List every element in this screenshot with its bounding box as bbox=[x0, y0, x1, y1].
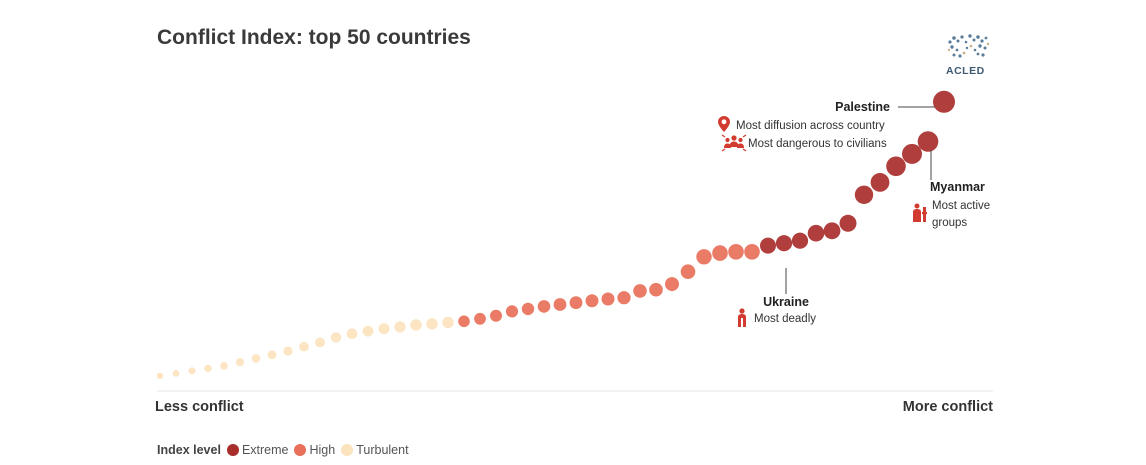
armed-groups-icon bbox=[913, 203, 927, 222]
myanmar-label: Myanmar bbox=[930, 180, 985, 194]
myanmar-note-line2: groups bbox=[932, 217, 967, 229]
data-point-2 bbox=[172, 370, 180, 377]
legend-title: Index level bbox=[157, 443, 221, 457]
data-point-22 bbox=[490, 309, 502, 322]
data-point-27 bbox=[569, 296, 583, 310]
x-axis-right-label: More conflict bbox=[902, 399, 993, 415]
deadly-person-icon bbox=[738, 308, 746, 327]
data-point-34 bbox=[680, 264, 696, 280]
data-point-4 bbox=[204, 364, 212, 373]
data-point-50 bbox=[933, 90, 955, 113]
data-point-7 bbox=[251, 354, 261, 363]
data-point-12 bbox=[330, 332, 342, 343]
data-point-19 bbox=[442, 316, 454, 329]
palestine-note-civilians: Most dangerous to civilians bbox=[748, 138, 887, 150]
data-point-42 bbox=[807, 224, 825, 242]
data-point-17 bbox=[410, 319, 422, 331]
data-point-13 bbox=[346, 328, 358, 340]
x-axis-left-label: Less conflict bbox=[155, 399, 244, 415]
data-point-43 bbox=[823, 222, 841, 240]
civilians-icon bbox=[721, 134, 747, 152]
data-point-45 bbox=[854, 185, 874, 204]
data-point-28 bbox=[585, 294, 599, 308]
data-point-9 bbox=[283, 346, 293, 356]
data-point-25 bbox=[537, 300, 551, 313]
legend: Index level Extreme High Turbulent bbox=[157, 443, 415, 457]
palestine-note-diffusion: Most diffusion across country bbox=[736, 120, 885, 132]
data-point-14 bbox=[362, 325, 374, 337]
data-point-35 bbox=[696, 249, 712, 265]
data-point-3 bbox=[188, 367, 196, 375]
data-points bbox=[156, 90, 955, 379]
data-point-46 bbox=[870, 173, 890, 192]
data-point-21 bbox=[474, 312, 486, 325]
ukraine-label: Ukraine bbox=[763, 295, 809, 309]
legend-label-high: High bbox=[309, 443, 336, 457]
data-point-26 bbox=[553, 298, 567, 311]
data-point-33 bbox=[665, 277, 679, 292]
data-point-41 bbox=[791, 232, 809, 249]
data-point-15 bbox=[378, 323, 390, 335]
data-point-5 bbox=[220, 362, 228, 370]
data-point-38 bbox=[744, 244, 760, 260]
data-point-16 bbox=[394, 321, 406, 333]
acled-logo-icon bbox=[947, 34, 990, 58]
data-point-44 bbox=[839, 214, 857, 232]
data-point-10 bbox=[299, 341, 309, 352]
legend-label-extreme: Extreme bbox=[241, 443, 289, 457]
data-point-48 bbox=[902, 143, 922, 164]
data-point-31 bbox=[633, 284, 647, 298]
data-point-23 bbox=[505, 305, 519, 318]
data-point-47 bbox=[886, 156, 906, 177]
legend-item-turbulent: Turbulent bbox=[341, 443, 409, 457]
chart-title: Conflict Index: top 50 countries bbox=[157, 26, 471, 49]
data-point-36 bbox=[712, 245, 728, 261]
legend-swatch-high bbox=[294, 444, 307, 456]
data-point-8 bbox=[267, 350, 277, 360]
data-point-37 bbox=[728, 244, 744, 260]
legend-swatch-turbulent bbox=[341, 444, 354, 456]
map-pin-icon bbox=[718, 116, 730, 132]
palestine-label: Palestine bbox=[835, 100, 890, 114]
data-point-1 bbox=[156, 372, 164, 379]
acled-logo-text: ACLED bbox=[946, 65, 985, 77]
data-point-29 bbox=[601, 292, 615, 306]
data-point-39 bbox=[760, 237, 776, 254]
data-point-49 bbox=[917, 131, 939, 152]
data-point-40 bbox=[775, 235, 793, 252]
data-point-30 bbox=[617, 291, 631, 305]
data-point-11 bbox=[315, 337, 325, 348]
data-point-20 bbox=[458, 315, 470, 328]
data-point-32 bbox=[649, 282, 663, 297]
data-point-18 bbox=[426, 318, 438, 330]
legend-item-high: High bbox=[294, 443, 335, 457]
legend-item-extreme: Extreme bbox=[226, 443, 289, 457]
legend-swatch-extreme bbox=[226, 444, 239, 456]
legend-label-turbulent: Turbulent bbox=[356, 443, 409, 457]
data-point-24 bbox=[521, 302, 535, 316]
myanmar-note-line1: Most active bbox=[932, 200, 990, 212]
data-point-6 bbox=[235, 358, 245, 367]
ukraine-note: Most deadly bbox=[754, 313, 816, 325]
